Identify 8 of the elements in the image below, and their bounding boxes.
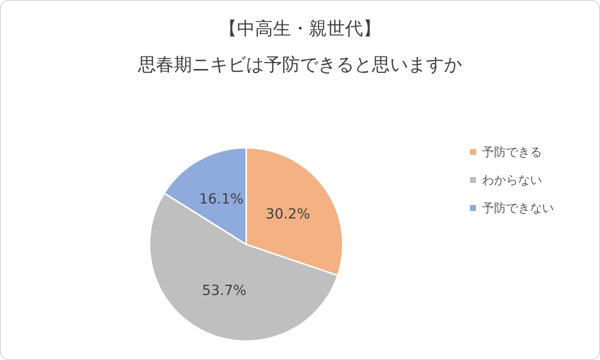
data-label: 53.7% [202,282,246,299]
legend-label: 予防できる [482,145,542,159]
chart-title: 【中高生・親世代】 [219,18,381,40]
data-label: 30.2% [266,206,310,223]
legend-label: わからない [482,173,542,187]
legend-label: 予防できない [482,201,554,215]
data-label: 16.1% [199,192,244,208]
chart-subtitle: 思春期ニキビは予防できると思いますか [137,54,462,76]
